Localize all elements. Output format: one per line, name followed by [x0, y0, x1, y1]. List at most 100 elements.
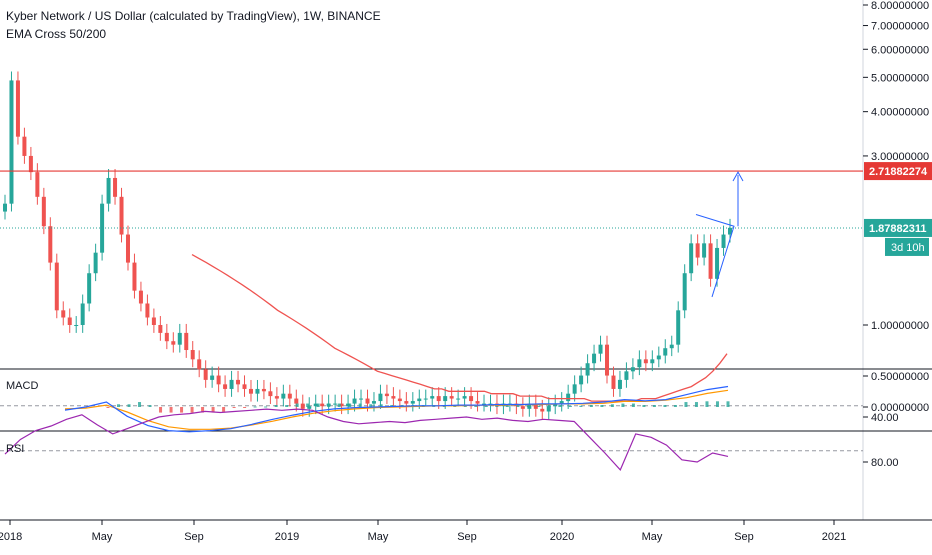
macd-histogram-bar	[558, 405, 562, 407]
macd-histogram-bar	[516, 405, 520, 407]
macd-histogram-bar	[369, 404, 373, 407]
candle-body	[255, 388, 260, 394]
candle-body	[702, 243, 707, 258]
price-tick-label: 6.00000000	[871, 44, 929, 56]
macd-histogram-bar	[379, 404, 383, 407]
macd-histogram-bar	[652, 405, 656, 407]
candle-body	[423, 398, 428, 400]
macd-histogram-bar	[316, 403, 320, 407]
macd-histogram-bar	[495, 405, 499, 407]
candle-body	[346, 403, 351, 407]
macd-histogram-bar	[337, 403, 341, 407]
rsi-pane-label[interactable]: RSI	[6, 443, 25, 455]
macd-histogram-bar	[547, 405, 551, 407]
last-price-label: 1.87882311	[869, 223, 927, 235]
candle-body	[320, 403, 325, 407]
resistance-price-label: 2.71882274	[869, 166, 928, 178]
candle-body	[281, 393, 286, 399]
macd-histogram-bar	[117, 404, 121, 407]
candle-body	[559, 401, 564, 404]
candle-body	[443, 396, 448, 402]
macd-histogram-bar	[127, 404, 131, 407]
macd-histogram-bar	[190, 407, 194, 413]
candle-body	[236, 379, 241, 385]
price-layer	[0, 71, 863, 420]
candle-body	[216, 375, 221, 385]
candle-body	[300, 403, 305, 409]
triangle-drawing[interactable]	[695, 214, 735, 298]
macd-histogram-bar	[684, 402, 688, 407]
countdown-label: 3d 10h	[891, 242, 925, 254]
macd-histogram-bar	[579, 405, 583, 407]
candle-body	[643, 359, 648, 364]
candle-body	[663, 348, 668, 356]
time-tick-label: 2021	[822, 531, 846, 543]
candle-body	[449, 396, 454, 399]
macd-layer	[64, 385, 730, 433]
macd-pane-label[interactable]: MACD	[6, 380, 39, 392]
macd-histogram-bar	[537, 405, 541, 407]
candle-body	[274, 396, 279, 399]
candle-body	[456, 398, 461, 400]
time-tick-label: 2018	[0, 531, 22, 543]
candle-body	[656, 355, 661, 360]
indicator-label[interactable]: EMA Cross 50/200	[6, 27, 107, 41]
time-tick-label: May	[92, 531, 113, 543]
macd-histogram-bar	[726, 401, 730, 407]
candle-body	[223, 384, 228, 389]
macd-line	[64, 385, 729, 433]
last-price-badge	[864, 218, 932, 237]
candle-body	[125, 234, 130, 263]
candle-body	[210, 375, 215, 380]
macd-histogram-bar	[589, 405, 593, 407]
rsi-tick-label: 40.00	[871, 412, 899, 424]
price-tick-label: 4.00000000	[871, 107, 929, 119]
price-labels-layer: 2.71882274 1.87882311 3d 10h	[864, 162, 932, 256]
candle-body	[384, 393, 389, 397]
candle-body	[184, 332, 189, 351]
candle-body	[404, 401, 409, 404]
candle-body	[190, 350, 195, 360]
candle-body	[151, 317, 156, 325]
macd-signal-line	[64, 389, 729, 430]
candle-body	[365, 398, 370, 404]
candle-body	[689, 243, 694, 274]
candle-body	[307, 406, 312, 409]
macd-tick-label: 0.00000000	[871, 402, 929, 414]
time-tick-label: 2020	[550, 531, 574, 543]
chart-title: Kyber Network / US Dollar (calculated by…	[6, 9, 381, 23]
candle-body	[158, 325, 163, 333]
time-tick-label: Sep	[734, 531, 754, 543]
candle-body	[436, 396, 441, 402]
candle-body	[333, 403, 338, 405]
macd-histogram-bar	[568, 405, 572, 407]
candle-body	[177, 332, 182, 345]
macd-histogram-bar	[274, 405, 278, 407]
candle-body	[268, 391, 273, 397]
candle-body	[54, 262, 59, 311]
rsi-tick-label: 80.00	[871, 457, 899, 469]
time-tick-label: May	[642, 531, 663, 543]
macd-histogram-bar	[159, 407, 163, 413]
macd-histogram-bar	[705, 401, 709, 407]
candle-body	[287, 393, 292, 399]
candle-body	[113, 177, 118, 197]
candle-body	[715, 247, 720, 279]
candle-body	[35, 172, 40, 197]
candle-body	[359, 398, 364, 400]
candle-body	[682, 273, 687, 311]
candle-body	[605, 344, 610, 376]
macd-histogram-bar	[285, 405, 289, 407]
macd-histogram-bar	[621, 403, 625, 407]
candle-body	[164, 332, 169, 342]
time-tick-label: Sep	[184, 531, 204, 543]
target-arrow-head	[732, 171, 744, 182]
macd-histogram-bar	[610, 404, 614, 407]
candle-body	[553, 403, 558, 407]
macd-histogram-bar	[106, 407, 110, 408]
macd-tick-label: 0.50000000	[871, 371, 929, 383]
macd-histogram-bar	[600, 405, 604, 407]
macd-histogram-bar	[631, 403, 635, 407]
candle-body	[520, 406, 525, 409]
